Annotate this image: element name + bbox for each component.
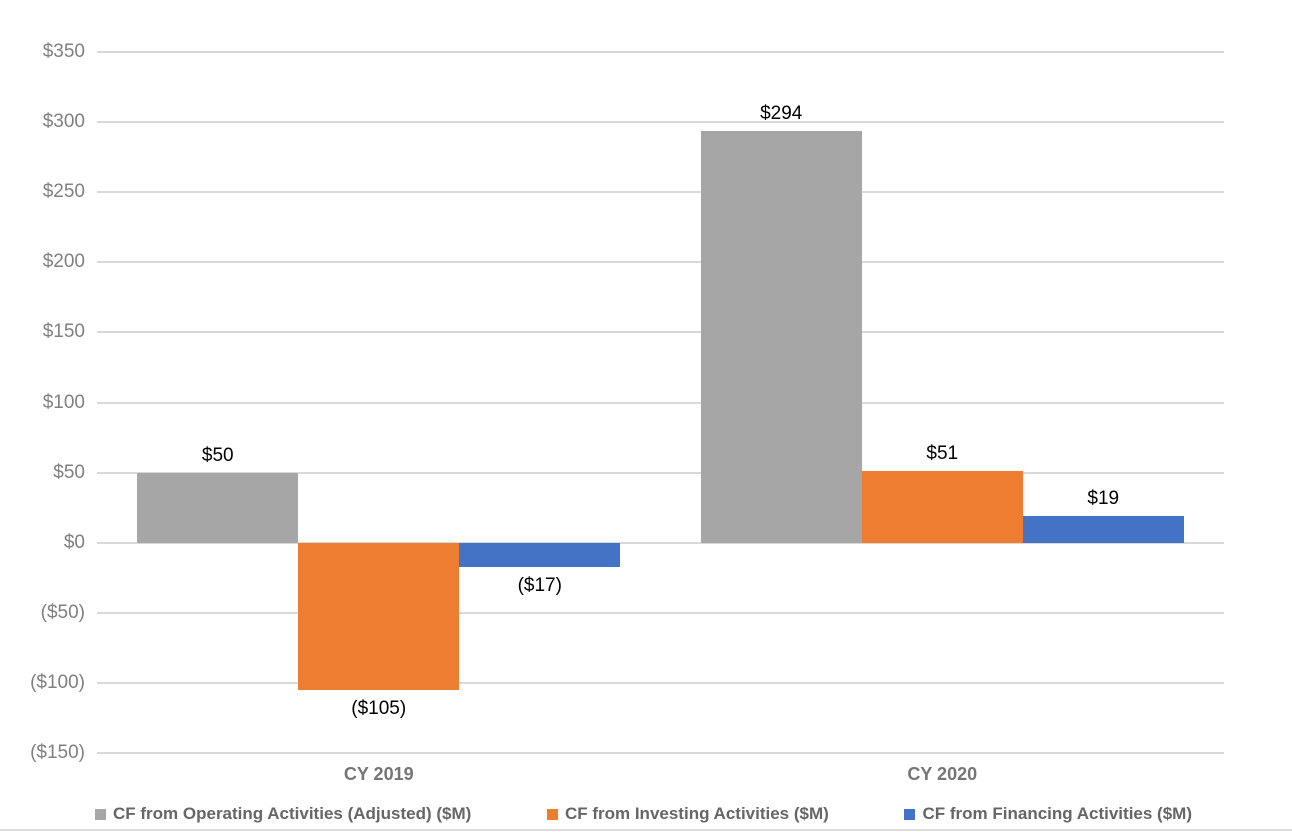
y-axis-tick-label: $150 (42, 321, 85, 343)
data-label: ($105) (351, 697, 407, 719)
gridline-200 (97, 261, 1224, 264)
y-axis: $350 $300 $250 $200 $150 $100 $50 $0 ($50) ($100)… (0, 0, 85, 832)
legend-item: CF from Financing Activities ($M) (904, 804, 1192, 824)
gridline-250 (97, 191, 1224, 194)
data-label: $50 (201, 444, 234, 466)
bar-series3-cy-2020 (1022, 516, 1184, 543)
data-label: $51 (926, 443, 959, 465)
legend-swatch-icon (904, 808, 916, 820)
y-axis-tick-label: ($150) (30, 742, 85, 763)
gridline--50 (97, 611, 1224, 614)
y-axis-tick-label: ($50) (40, 601, 85, 623)
bottom-divider (0, 829, 1292, 831)
bar-series2-cy-2020 (861, 471, 1023, 543)
data-label: $294 (760, 102, 803, 124)
gridline--100 (97, 681, 1224, 684)
y-axis-tick-label: $0 (63, 531, 85, 553)
bar-series1-cy-2020 (700, 130, 862, 543)
y-axis-tick-label: $100 (42, 391, 85, 413)
y-axis-tick-label: $250 (42, 181, 85, 203)
gridline--150 (97, 752, 1224, 754)
y-axis-tick-label: $300 (42, 111, 85, 133)
x-axis-category-label: CY 2020 (907, 764, 978, 784)
gridline-300 (97, 121, 1224, 124)
gridline-50 (97, 471, 1224, 474)
bar-series2-cy-2019 (298, 542, 460, 690)
y-axis-tick-label: ($100) (30, 671, 85, 693)
data-label: ($17) (517, 574, 562, 596)
data-label: $19 (1087, 488, 1120, 510)
bar-series1-cy-2019 (137, 472, 299, 543)
bar-series3-cy-2019 (459, 542, 621, 567)
y-axis-tick-label: $200 (42, 251, 85, 273)
gridline-0 (97, 541, 1224, 544)
gridline-100 (97, 401, 1224, 404)
legend-swatch-icon (95, 808, 106, 820)
plot-area: $50 ($105) ($17) $294 $51 $19 (97, 51, 1224, 754)
legend-item: CF from Investing Activities ($M) (546, 804, 829, 824)
gridline-350 (97, 51, 1224, 53)
legend-item-label: CF from Operating Activities (Adjusted) … (113, 804, 472, 823)
legend-item-label: CF from Investing Activities ($M) (564, 804, 829, 823)
legend-item: CF from Operating Activities (Adjusted) … (95, 804, 471, 824)
gridline-150 (97, 331, 1224, 334)
x-axis-category-label: CY 2019 (343, 764, 414, 784)
legend-item-label: CF from Financing Activities ($M) (922, 804, 1192, 823)
legend-swatch-icon (546, 808, 558, 820)
legend: CF from Operating Activities (Adjusted) … (95, 804, 1192, 824)
y-axis-tick-label: $350 (42, 41, 85, 62)
y-axis-tick-label: $50 (53, 461, 85, 483)
